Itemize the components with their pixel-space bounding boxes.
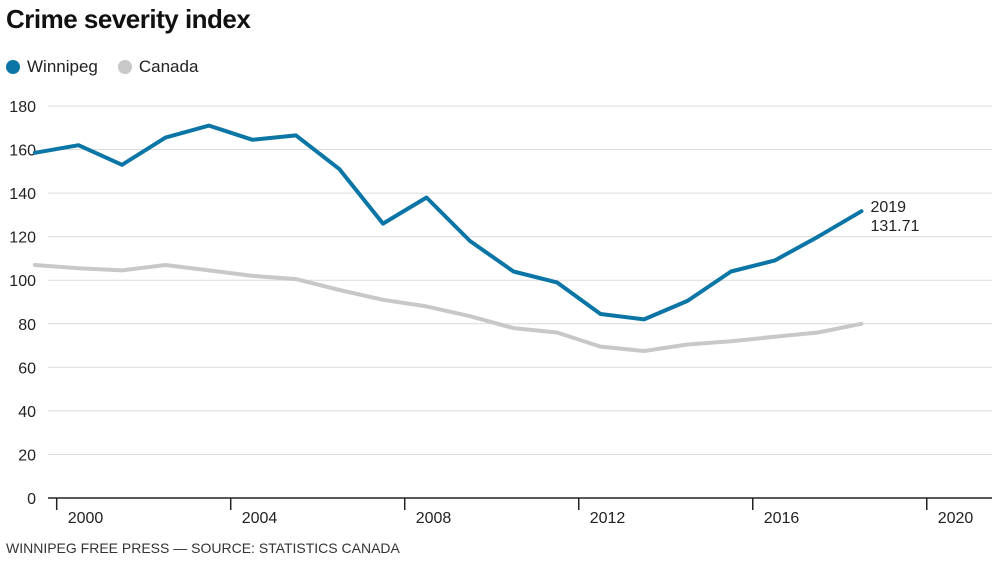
legend-item-canada: Canada <box>117 57 199 77</box>
y-tick-label-20: 20 <box>18 447 36 464</box>
legend-label-winnipeg: Winnipeg <box>27 57 98 76</box>
y-tick-label-80: 80 <box>18 317 36 334</box>
x-tick-label-2016: 2016 <box>764 510 800 527</box>
y-tick-label-160: 160 <box>9 143 36 160</box>
y-tick-label-140: 140 <box>9 186 36 203</box>
x-tick-label-2012: 2012 <box>590 510 626 527</box>
y-tick-label-100: 100 <box>9 273 36 290</box>
y-tick-label-180: 180 <box>9 99 36 116</box>
x-tick-label-2008: 2008 <box>416 510 452 527</box>
legend: Winnipeg Canada <box>6 57 218 77</box>
y-tick-label-40: 40 <box>18 404 36 421</box>
legend-swatch-winnipeg <box>6 60 20 74</box>
legend-swatch-canada <box>117 60 132 74</box>
y-tick-label-120: 120 <box>9 230 36 247</box>
x-tick-label-2020: 2020 <box>938 510 974 527</box>
y-tick-label-60: 60 <box>18 360 36 377</box>
y-tick-label-0: 0 <box>27 491 36 508</box>
x-tick-label-2004: 2004 <box>242 510 278 527</box>
series-line-canada <box>32 263 864 353</box>
x-tick-label-2000: 2000 <box>68 510 104 527</box>
legend-label-canada: Canada <box>138 57 199 76</box>
legend-item-winnipeg: Winnipeg <box>6 57 98 77</box>
end-label-year: 2019 <box>870 199 906 216</box>
chart-title: Crime severity index <box>6 4 251 34</box>
end-label-value: 131.71 <box>870 218 919 235</box>
source-credit: WINNIPEG FREE PRESS — SOURCE: STATISTICS… <box>6 540 400 556</box>
series-line-winnipeg <box>32 123 864 322</box>
